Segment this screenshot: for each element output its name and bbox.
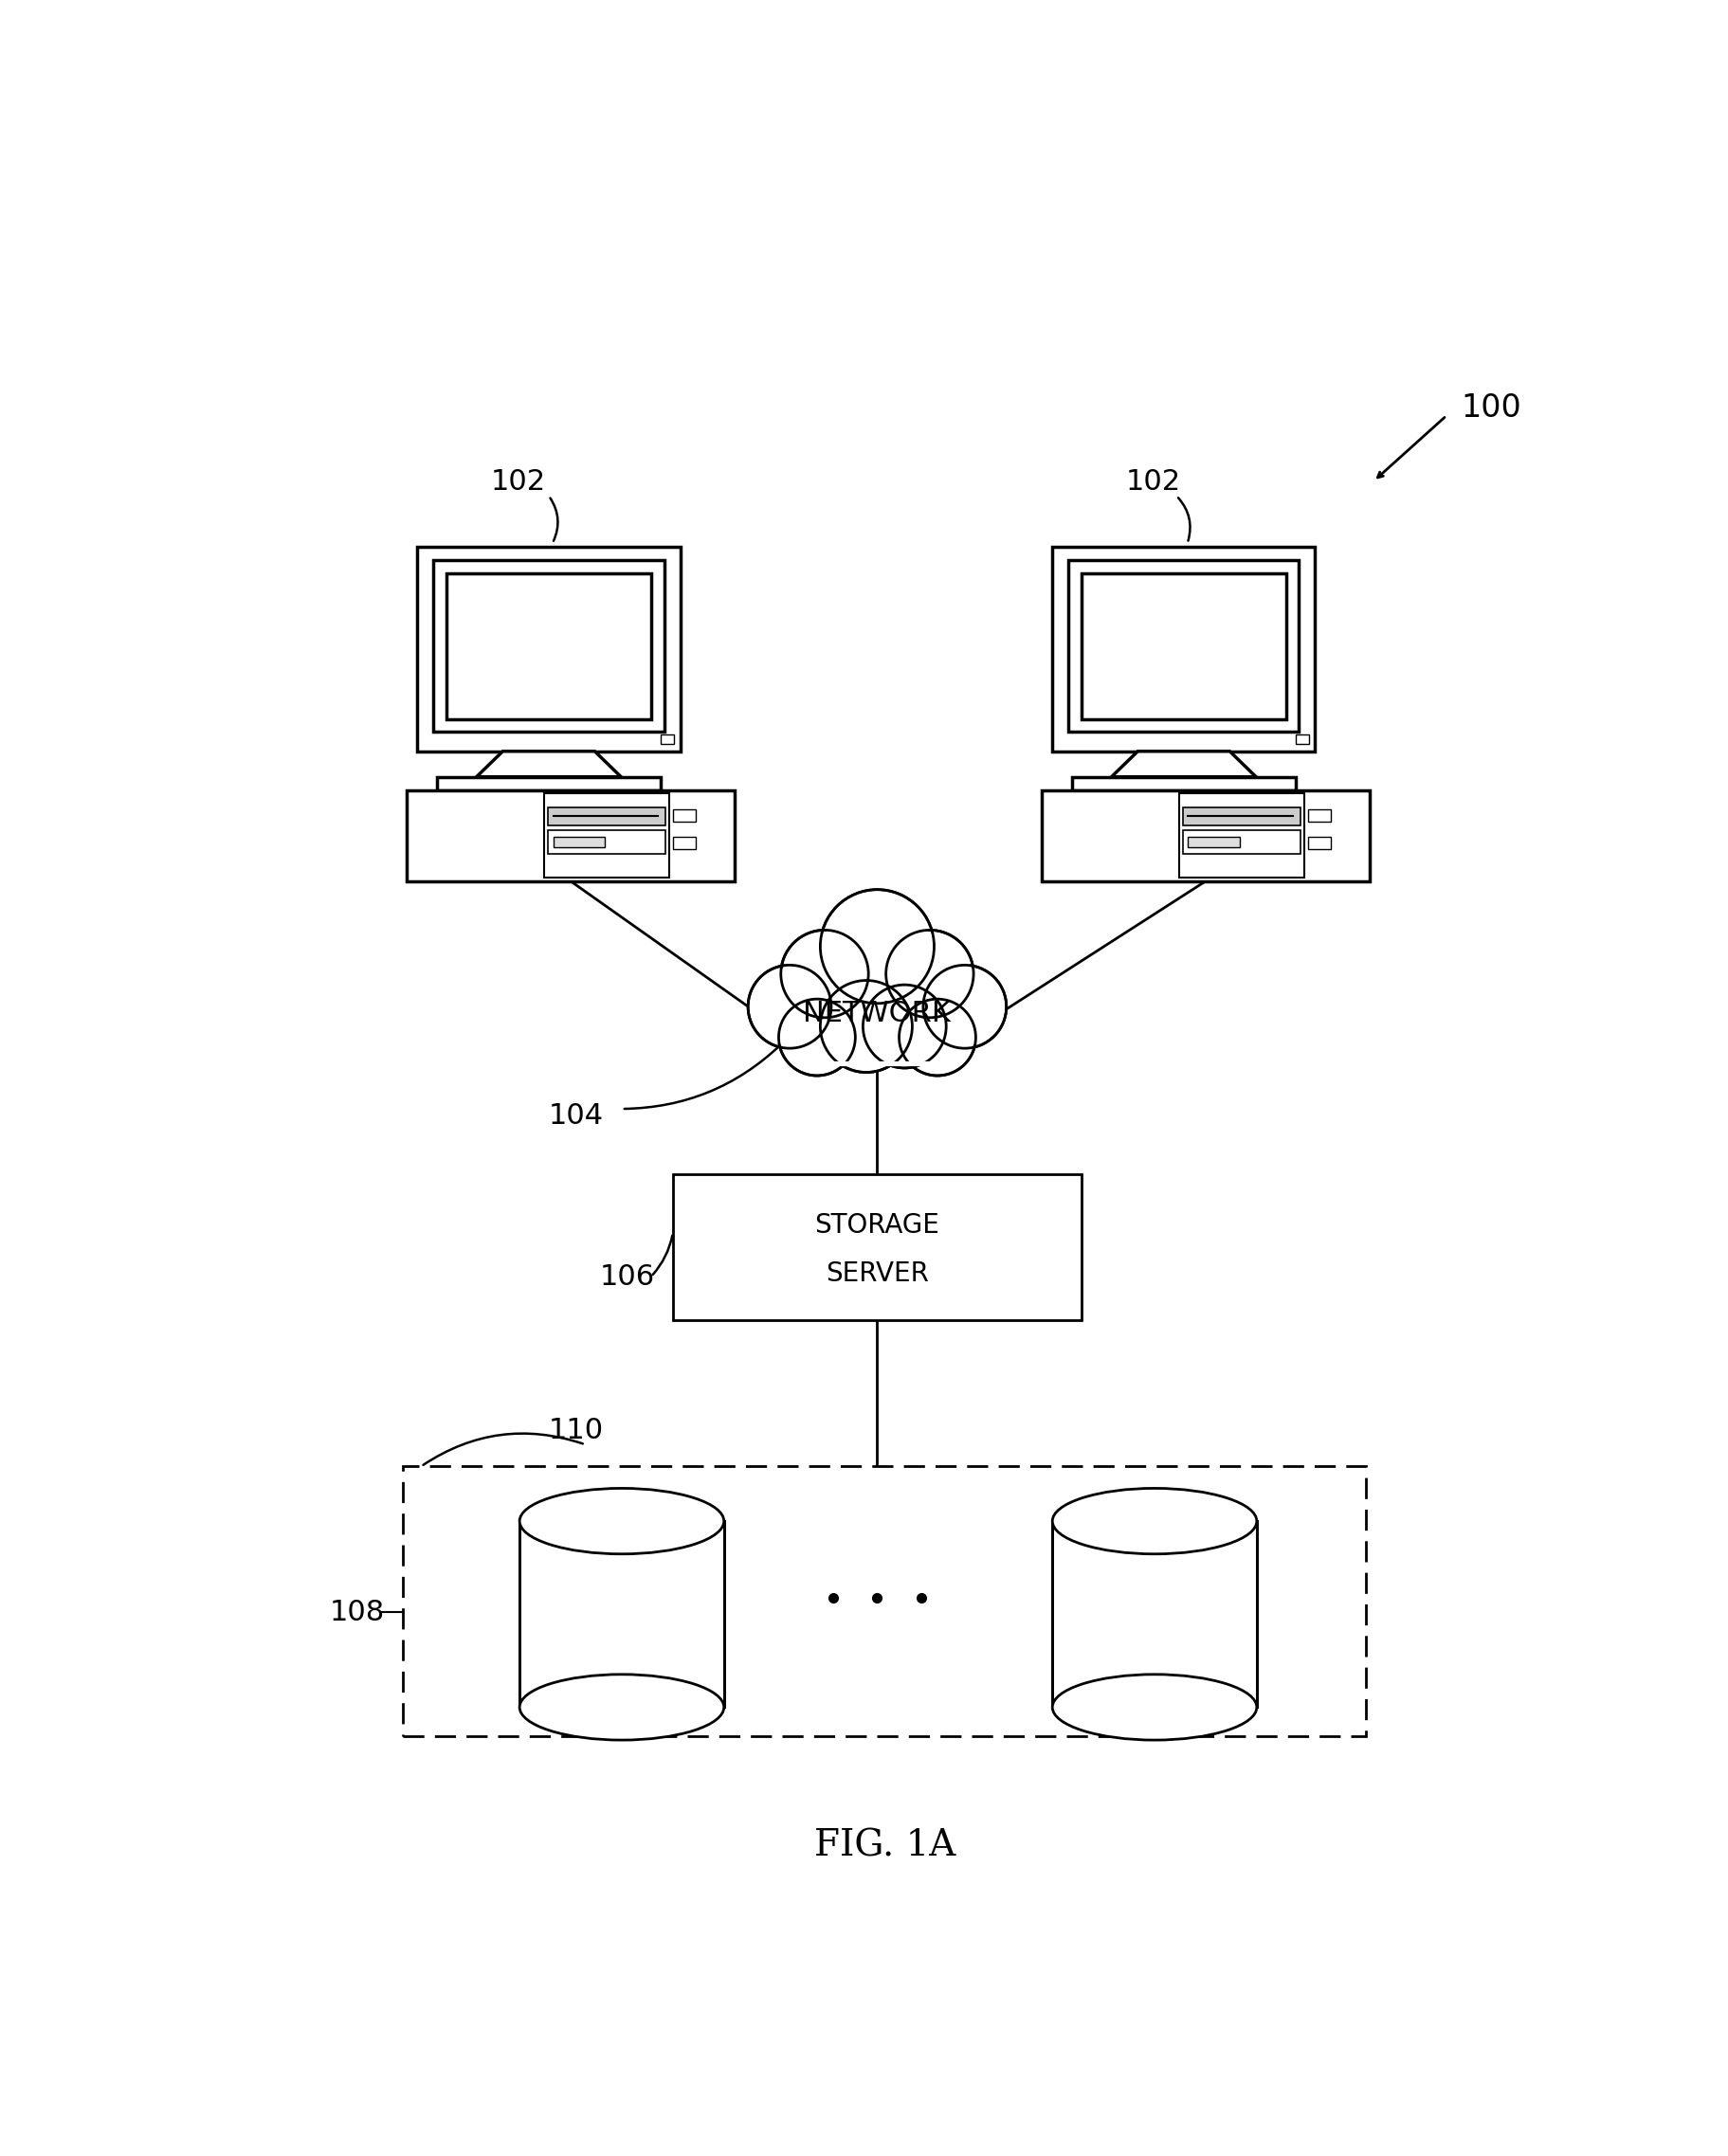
Text: 108: 108	[330, 1598, 385, 1626]
Text: 102: 102	[491, 468, 546, 496]
Bar	[1180, 793, 1305, 877]
Bar	[1296, 733, 1310, 744]
Circle shape	[748, 966, 831, 1048]
Circle shape	[824, 983, 909, 1069]
Circle shape	[752, 968, 828, 1046]
Circle shape	[781, 929, 869, 1018]
Bar	[1308, 837, 1331, 849]
Circle shape	[779, 998, 855, 1076]
Circle shape	[781, 1003, 852, 1072]
Bar	[1068, 561, 1299, 733]
Bar	[437, 776, 660, 789]
Circle shape	[824, 895, 930, 998]
Bar	[418, 548, 681, 750]
Bar	[1308, 808, 1331, 821]
Text: 110: 110	[550, 1416, 603, 1445]
Circle shape	[821, 981, 912, 1072]
Text: 102: 102	[1125, 468, 1180, 496]
Circle shape	[902, 1003, 973, 1072]
Bar	[1184, 806, 1301, 826]
Bar	[406, 789, 734, 882]
Circle shape	[923, 966, 1006, 1048]
Circle shape	[899, 998, 976, 1076]
Circle shape	[785, 934, 866, 1013]
Circle shape	[890, 934, 969, 1013]
Bar	[1042, 789, 1370, 882]
Bar	[1082, 573, 1286, 718]
Circle shape	[866, 987, 943, 1065]
Bar	[446, 573, 651, 718]
Ellipse shape	[520, 1675, 724, 1740]
Bar	[403, 1466, 1367, 1736]
Bar	[1071, 776, 1296, 789]
Bar	[548, 830, 665, 854]
Bar	[1184, 830, 1301, 854]
Polygon shape	[477, 750, 620, 776]
Text: FIG. 1A: FIG. 1A	[814, 1828, 956, 1863]
Circle shape	[821, 890, 935, 1003]
Circle shape	[886, 929, 973, 1018]
Bar	[672, 808, 696, 821]
Ellipse shape	[520, 1488, 724, 1554]
Circle shape	[926, 968, 1002, 1046]
Bar	[548, 806, 665, 826]
Text: NETWORK: NETWORK	[804, 1000, 950, 1028]
Bar	[672, 837, 696, 849]
Text: 104: 104	[550, 1102, 603, 1130]
Text: 100: 100	[1462, 392, 1522, 425]
Circle shape	[862, 985, 947, 1067]
Ellipse shape	[1052, 1675, 1256, 1740]
Bar	[1189, 837, 1239, 847]
Bar	[544, 793, 669, 877]
Bar	[672, 1175, 1082, 1319]
Bar	[662, 733, 674, 744]
Bar	[1052, 548, 1315, 750]
Text: 106: 106	[600, 1263, 655, 1291]
Text: SERVER: SERVER	[826, 1261, 930, 1287]
Bar	[434, 561, 664, 733]
Bar	[553, 837, 605, 847]
Text: STORAGE: STORAGE	[814, 1212, 940, 1240]
Ellipse shape	[1052, 1488, 1256, 1554]
Bar	[520, 1522, 724, 1708]
Bar	[1052, 1522, 1256, 1708]
Polygon shape	[1111, 750, 1256, 776]
